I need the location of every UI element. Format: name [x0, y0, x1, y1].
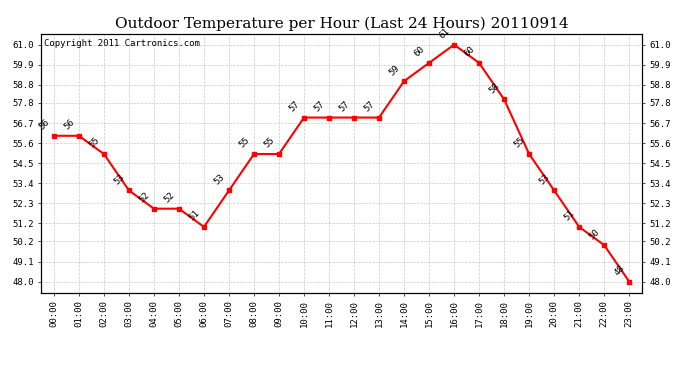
- Text: 48: 48: [613, 263, 627, 278]
- Text: 56: 56: [37, 118, 51, 132]
- Text: 50: 50: [587, 227, 602, 241]
- Text: 58: 58: [487, 81, 502, 95]
- Text: 57: 57: [287, 99, 302, 113]
- Text: 60: 60: [462, 45, 476, 59]
- Text: 55: 55: [513, 136, 526, 150]
- Text: 53: 53: [213, 172, 226, 186]
- Text: 61: 61: [437, 27, 451, 40]
- Text: 55: 55: [87, 136, 101, 150]
- Text: 53: 53: [112, 172, 126, 186]
- Text: Copyright 2011 Cartronics.com: Copyright 2011 Cartronics.com: [44, 39, 200, 48]
- Text: 55: 55: [237, 136, 251, 150]
- Text: 59: 59: [387, 63, 402, 77]
- Text: 57: 57: [313, 99, 326, 113]
- Text: 51: 51: [562, 209, 576, 223]
- Text: 57: 57: [362, 99, 376, 113]
- Text: 52: 52: [162, 190, 176, 204]
- Text: 57: 57: [337, 99, 351, 113]
- Text: 56: 56: [62, 118, 76, 132]
- Title: Outdoor Temperature per Hour (Last 24 Hours) 20110914: Outdoor Temperature per Hour (Last 24 Ho…: [115, 17, 569, 31]
- Text: 52: 52: [137, 190, 151, 204]
- Text: 53: 53: [538, 172, 551, 186]
- Text: 51: 51: [187, 209, 201, 223]
- Text: 60: 60: [413, 45, 426, 59]
- Text: 55: 55: [262, 136, 276, 150]
